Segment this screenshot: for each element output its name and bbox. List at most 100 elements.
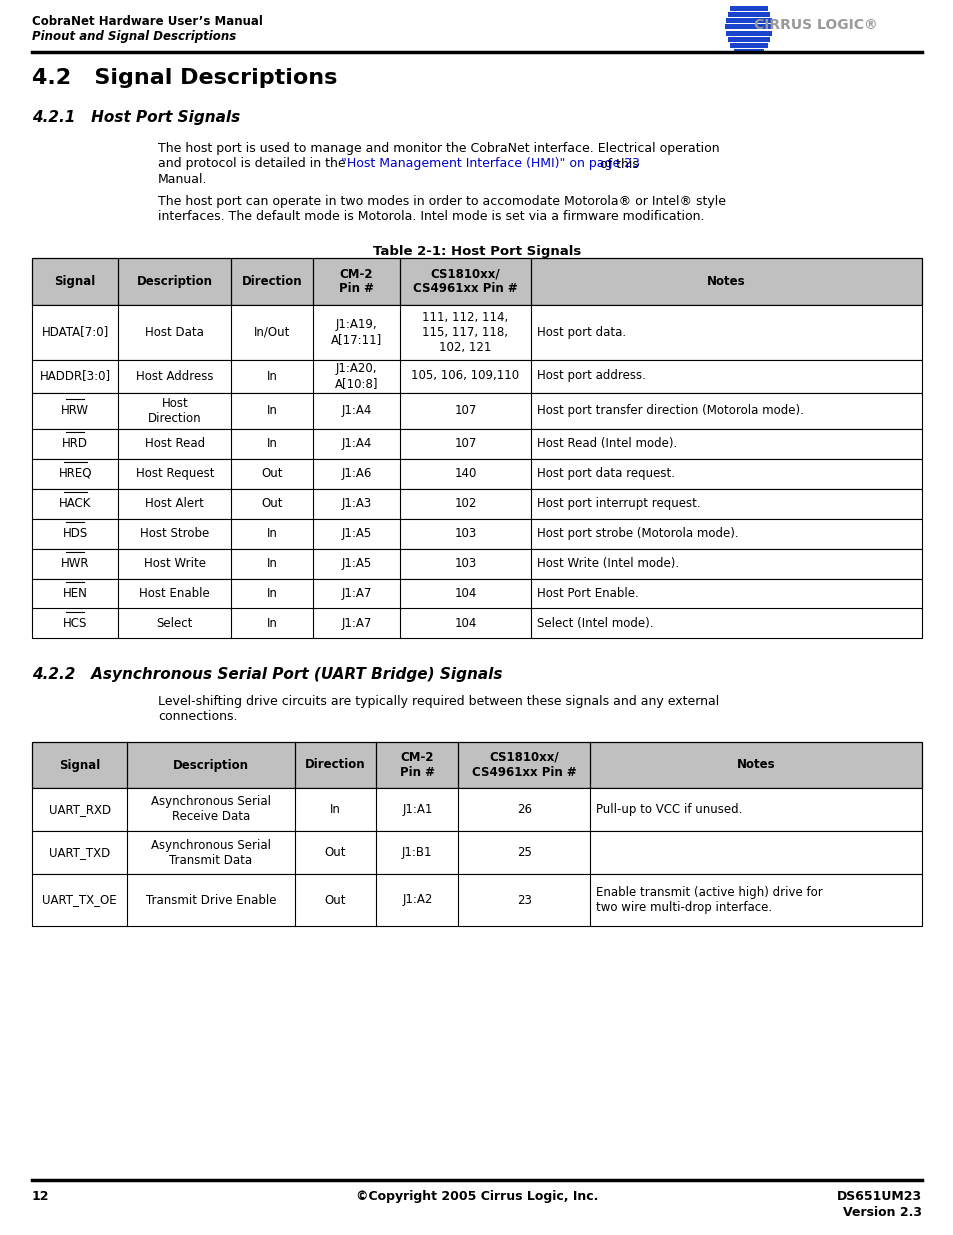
Bar [32, 458, 921, 489]
Text: J1:A4: J1:A4 [341, 404, 372, 417]
Bar [32, 489, 921, 519]
Text: 104: 104 [454, 618, 476, 630]
Text: J1:A20,
A[10:8]: J1:A20, A[10:8] [335, 362, 377, 390]
Text: 4.2.2   Asynchronous Serial Port (UART Bridge) Signals: 4.2.2 Asynchronous Serial Port (UART Bri… [32, 667, 502, 682]
Text: CobraNet Hardware User’s Manual: CobraNet Hardware User’s Manual [32, 15, 263, 28]
Bar [32, 548, 921, 578]
Text: In: In [267, 404, 277, 417]
Text: Out: Out [261, 496, 283, 510]
Text: Out: Out [324, 893, 346, 906]
Text: Signal: Signal [54, 275, 95, 288]
Text: Host port interrupt request.: Host port interrupt request. [537, 496, 700, 510]
Text: 102: 102 [454, 496, 476, 510]
Text: Table 2-1: Host Port Signals: Table 2-1: Host Port Signals [373, 246, 580, 258]
Text: The host port can operate in two modes in order to accomodate Motorola® or Intel: The host port can operate in two modes i… [158, 195, 725, 207]
Text: In: In [267, 369, 277, 383]
Text: Manual.: Manual. [158, 173, 208, 186]
Text: In: In [267, 587, 277, 600]
Text: of this: of this [596, 158, 639, 170]
Text: Host Address: Host Address [136, 369, 213, 383]
Bar [729, 6, 767, 11]
Text: Host port strobe (Motorola mode).: Host port strobe (Motorola mode). [537, 527, 739, 540]
Text: 12: 12 [32, 1191, 50, 1203]
Bar [32, 831, 921, 874]
Text: Transmit Drive Enable: Transmit Drive Enable [146, 893, 275, 906]
Text: J1:B1: J1:B1 [402, 846, 432, 860]
Text: HCS: HCS [63, 618, 88, 630]
Bar [725, 19, 771, 23]
Text: 26: 26 [517, 803, 531, 816]
Text: UART_TX_OE: UART_TX_OE [42, 893, 117, 906]
Bar [727, 37, 769, 42]
Bar [32, 742, 921, 788]
Text: Host Strobe: Host Strobe [140, 527, 210, 540]
Text: Host Enable: Host Enable [139, 587, 210, 600]
Text: 103: 103 [454, 527, 476, 540]
Text: Host Write (Intel mode).: Host Write (Intel mode). [537, 557, 679, 571]
Text: Host port data request.: Host port data request. [537, 467, 675, 480]
Text: Pull-up to VCC if unused.: Pull-up to VCC if unused. [596, 803, 741, 816]
Text: In: In [330, 803, 340, 816]
Text: ©Copyright 2005 Cirrus Logic, Inc.: ©Copyright 2005 Cirrus Logic, Inc. [355, 1191, 598, 1203]
Text: In/Out: In/Out [253, 326, 290, 338]
Bar [32, 609, 921, 638]
Bar [32, 578, 921, 609]
Text: interfaces. The default mode is Motorola. Intel mode is set via a firmware modif: interfaces. The default mode is Motorola… [158, 210, 703, 224]
Text: Notes: Notes [736, 758, 775, 772]
Text: HDATA[7:0]: HDATA[7:0] [42, 326, 109, 338]
Text: 104: 104 [454, 587, 476, 600]
Text: Description: Description [172, 758, 249, 772]
Text: HDS: HDS [63, 527, 88, 540]
Text: Host
Direction: Host Direction [148, 396, 201, 425]
Text: and protocol is detailed in the: and protocol is detailed in the [158, 158, 349, 170]
Text: 107: 107 [454, 437, 476, 450]
Text: J1:A7: J1:A7 [341, 587, 372, 600]
Bar [32, 393, 921, 429]
Text: Pinout and Signal Descriptions: Pinout and Signal Descriptions [32, 30, 236, 43]
Text: Host port address.: Host port address. [537, 369, 645, 383]
Bar [32, 429, 921, 458]
Text: UART_RXD: UART_RXD [49, 803, 111, 816]
Bar [32, 359, 921, 393]
Text: CM-2
Pin #: CM-2 Pin # [399, 751, 435, 779]
Text: Version 2.3: Version 2.3 [842, 1205, 921, 1219]
Text: 111, 112, 114,
115, 117, 118,
102, 121: 111, 112, 114, 115, 117, 118, 102, 121 [422, 310, 508, 353]
Text: 25: 25 [517, 846, 531, 860]
Text: J1:A19,
A[17:11]: J1:A19, A[17:11] [331, 317, 381, 346]
Text: Host Port Enable.: Host Port Enable. [537, 587, 639, 600]
Text: Description: Description [136, 275, 213, 288]
Bar [32, 874, 921, 926]
Text: Host port data.: Host port data. [537, 326, 626, 338]
Text: The host port is used to manage and monitor the CobraNet interface. Electrical o: The host port is used to manage and moni… [158, 142, 719, 156]
Text: In: In [267, 618, 277, 630]
Text: connections.: connections. [158, 710, 237, 722]
Text: Host port transfer direction (Motorola mode).: Host port transfer direction (Motorola m… [537, 404, 803, 417]
Bar [32, 519, 921, 548]
Text: 107: 107 [454, 404, 476, 417]
Text: Host Read: Host Read [145, 437, 205, 450]
Text: In: In [267, 437, 277, 450]
Text: J1:A5: J1:A5 [341, 527, 371, 540]
Text: In: In [267, 557, 277, 571]
Text: CIRRUS LOGIC®: CIRRUS LOGIC® [753, 19, 877, 32]
Text: J1:A7: J1:A7 [341, 618, 372, 630]
Text: 4.2   Signal Descriptions: 4.2 Signal Descriptions [32, 68, 337, 88]
Bar [729, 43, 767, 48]
Text: J1:A6: J1:A6 [341, 467, 372, 480]
Text: Host Read (Intel mode).: Host Read (Intel mode). [537, 437, 677, 450]
Text: J1:A2: J1:A2 [402, 893, 432, 906]
Text: "Host Management Interface (HMI)" on page 23: "Host Management Interface (HMI)" on pag… [340, 158, 639, 170]
Text: 103: 103 [454, 557, 476, 571]
Text: Host Write: Host Write [144, 557, 206, 571]
Text: Out: Out [261, 467, 283, 480]
Text: CS1810xx/
CS4961xx Pin #: CS1810xx/ CS4961xx Pin # [472, 751, 576, 779]
Text: Direction: Direction [242, 275, 302, 288]
Text: Notes: Notes [706, 275, 745, 288]
Text: HEN: HEN [63, 587, 88, 600]
Text: DS651UM23: DS651UM23 [836, 1191, 921, 1203]
Text: Host Request: Host Request [135, 467, 213, 480]
Text: J1:A5: J1:A5 [341, 557, 371, 571]
Text: J1:A1: J1:A1 [402, 803, 432, 816]
Text: Out: Out [324, 846, 346, 860]
Bar [32, 305, 921, 359]
